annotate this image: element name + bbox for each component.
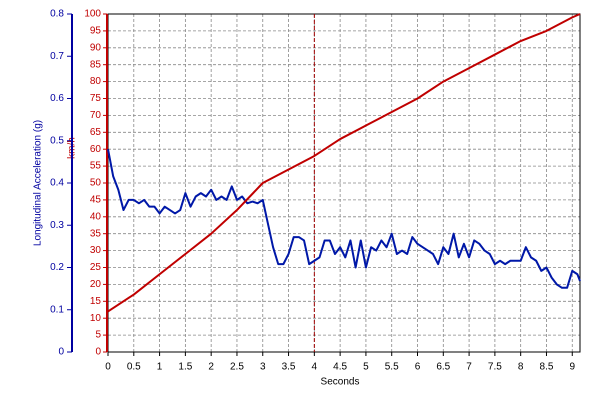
x-tick-label: 2.5 (230, 362, 244, 373)
y2-tick-label: 20 (90, 279, 102, 290)
y2-tick-label: 50 (90, 178, 102, 189)
x-tick-label: 1 (157, 362, 163, 373)
y2-tick-label: 0 (95, 347, 101, 358)
x-tick-label: 7 (466, 362, 472, 373)
y2-tick-label: 5 (95, 330, 101, 341)
x-tick-label: 8.5 (540, 362, 554, 373)
y2-tick-label: 55 (90, 161, 102, 172)
x-tick-label: 5.5 (385, 362, 399, 373)
x-tick-label: 8 (518, 362, 524, 373)
y2-tick-label: 70 (90, 110, 102, 121)
x-tick-label: 0 (105, 362, 111, 373)
y2-tick-label: 40 (90, 211, 102, 222)
x-tick-label: 3 (260, 362, 266, 373)
series-line (107, 13, 581, 313)
y-tick-label: 0.7 (50, 51, 64, 62)
x-tick-label: 6 (415, 362, 421, 373)
x-tick-label: 0.5 (127, 362, 141, 373)
y2-tick-label: 45 (90, 195, 102, 206)
y2-tick-label: 15 (90, 296, 102, 307)
y-tick-label: 0.1 (50, 304, 64, 315)
y2-tick-label: 35 (90, 228, 102, 239)
y2-tick-label: 100 (84, 9, 101, 20)
y-tick-label: 0.5 (50, 135, 64, 146)
x-tick-label: 9 (569, 362, 575, 373)
y-tick-label: 0.8 (50, 9, 64, 20)
x-tick-label: 3.5 (282, 362, 296, 373)
y2-tick-label: 85 (90, 59, 102, 70)
y-tick-label: 0 (58, 347, 64, 358)
x-tick-label: 4 (312, 362, 318, 373)
y2-tick-label: 30 (90, 245, 102, 256)
y2-tick-label: 95 (90, 26, 102, 37)
x-tick-label: 5 (363, 362, 369, 373)
x-tick-label: 7.5 (488, 362, 502, 373)
y2-tick-label: 25 (90, 262, 102, 273)
x-tick-label: 4.5 (333, 362, 347, 373)
y2-tick-label: 80 (90, 76, 102, 87)
y-tick-label: 0.6 (50, 93, 64, 104)
y-tick-label: 0.2 (50, 262, 64, 273)
y2-tick-label: 60 (90, 144, 102, 155)
y-axis-title: Longitudinal Acceleration (g) (33, 120, 44, 246)
series-line (107, 149, 581, 289)
x-tick-label: 1.5 (178, 362, 192, 373)
y-tick-label: 0.3 (50, 220, 64, 231)
y2-tick-label: 90 (90, 42, 102, 53)
y2-tick-label: 75 (90, 93, 102, 104)
x-axis-title: Seconds (321, 377, 360, 388)
y2-tick-label: 10 (90, 313, 102, 324)
x-tick-label: 2 (208, 362, 214, 373)
x-tick-label: 6.5 (436, 362, 450, 373)
y-tick-label: 0.4 (50, 178, 64, 189)
y2-tick-label: 65 (90, 127, 102, 138)
